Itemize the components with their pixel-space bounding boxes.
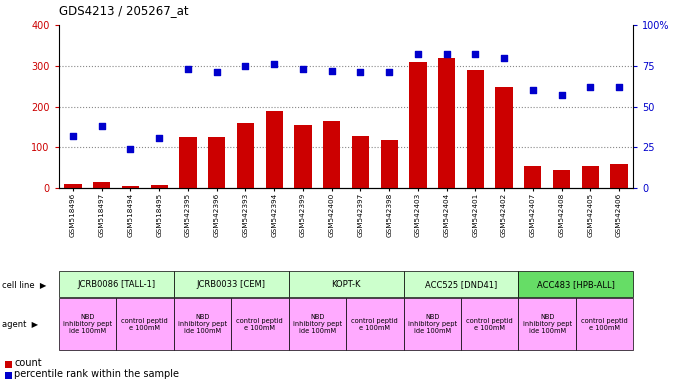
Bar — [409, 62, 426, 188]
Bar — [466, 70, 484, 188]
Point — [240, 63, 251, 69]
Text: ACC483 [HPB-ALL]: ACC483 [HPB-ALL] — [537, 280, 615, 289]
Bar — [380, 140, 397, 188]
Text: NBD
inhibitory pept
ide 100mM: NBD inhibitory pept ide 100mM — [408, 314, 457, 334]
Point — [125, 146, 136, 152]
Text: KOPT-K: KOPT-K — [331, 280, 361, 289]
Bar — [295, 125, 312, 188]
Bar — [174, 271, 288, 297]
Point — [211, 69, 222, 75]
Bar — [352, 136, 369, 188]
Text: JCRB0086 [TALL-1]: JCRB0086 [TALL-1] — [77, 280, 155, 289]
Text: count: count — [14, 358, 41, 368]
Point — [268, 61, 279, 67]
Point — [556, 92, 567, 98]
Bar — [288, 271, 404, 297]
Bar — [59, 271, 174, 297]
Text: NBD
inhibitory pept
ide 100mM: NBD inhibitory pept ide 100mM — [293, 314, 342, 334]
Text: control peptid
e 100mM: control peptid e 100mM — [581, 318, 628, 331]
Bar — [208, 137, 226, 188]
Bar — [237, 123, 254, 188]
Bar — [346, 298, 404, 350]
Bar — [404, 271, 518, 297]
Point — [613, 84, 624, 90]
Bar — [122, 186, 139, 188]
Bar — [518, 271, 633, 297]
Bar — [93, 182, 110, 188]
Text: NBD
inhibitory pept
ide 100mM: NBD inhibitory pept ide 100mM — [522, 314, 572, 334]
Point — [297, 66, 308, 72]
Text: ACC525 [DND41]: ACC525 [DND41] — [425, 280, 497, 289]
Point — [384, 69, 395, 75]
Bar — [524, 166, 542, 188]
Text: control peptid
e 100mM: control peptid e 100mM — [237, 318, 283, 331]
Bar — [231, 298, 288, 350]
Text: NBD
inhibitory pept
ide 100mM: NBD inhibitory pept ide 100mM — [63, 314, 112, 334]
Text: NBD
inhibitory pept
ide 100mM: NBD inhibitory pept ide 100mM — [178, 314, 227, 334]
Bar — [150, 185, 168, 188]
Bar — [179, 137, 197, 188]
Point — [527, 87, 538, 93]
Bar — [174, 298, 231, 350]
Bar — [5, 372, 12, 379]
Bar — [404, 298, 461, 350]
Point — [154, 134, 165, 141]
Point — [585, 84, 596, 90]
Text: control peptid
e 100mM: control peptid e 100mM — [121, 318, 168, 331]
Bar — [438, 58, 455, 188]
Bar — [576, 298, 633, 350]
Text: GDS4213 / 205267_at: GDS4213 / 205267_at — [59, 4, 188, 17]
Bar — [553, 170, 570, 188]
Bar — [611, 164, 628, 188]
Point — [355, 69, 366, 75]
Bar — [582, 166, 599, 188]
Bar — [5, 361, 12, 368]
Point — [470, 51, 481, 58]
Point — [182, 66, 193, 72]
Point — [96, 123, 107, 129]
Point — [68, 133, 79, 139]
Text: percentile rank within the sample: percentile rank within the sample — [14, 369, 179, 379]
Text: agent  ▶: agent ▶ — [2, 319, 38, 329]
Text: control peptid
e 100mM: control peptid e 100mM — [466, 318, 513, 331]
Point — [413, 51, 424, 58]
Bar — [288, 298, 346, 350]
Bar — [495, 87, 513, 188]
Bar — [59, 298, 116, 350]
Text: control peptid
e 100mM: control peptid e 100mM — [351, 318, 398, 331]
Point — [326, 68, 337, 74]
Bar — [64, 184, 81, 188]
Bar — [323, 121, 340, 188]
Bar — [116, 298, 174, 350]
Text: cell line  ▶: cell line ▶ — [2, 280, 46, 289]
Point — [441, 51, 452, 58]
Bar — [518, 298, 576, 350]
Point — [499, 55, 510, 61]
Bar — [266, 111, 283, 188]
Text: JCRB0033 [CEM]: JCRB0033 [CEM] — [197, 280, 266, 289]
Bar — [461, 298, 518, 350]
